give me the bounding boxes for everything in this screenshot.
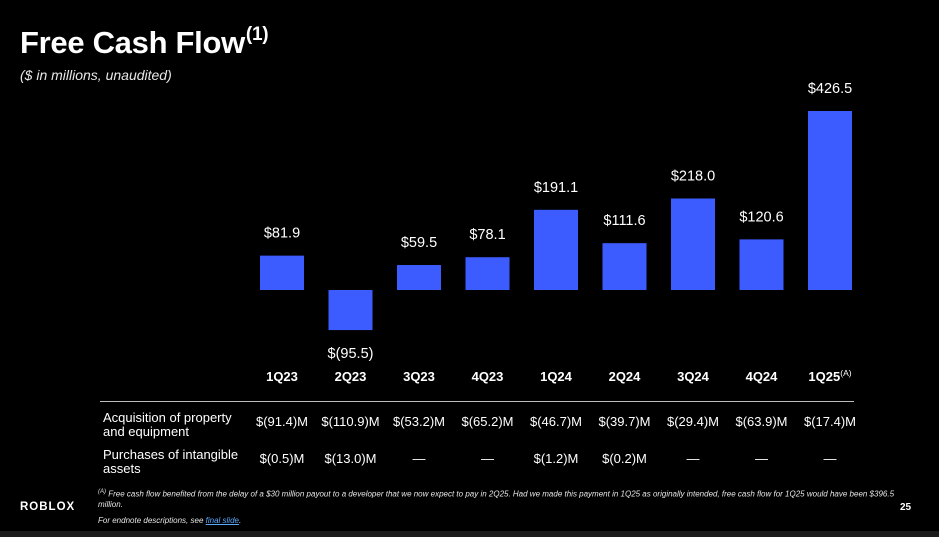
- footnote-text: Free cash flow benefited from the delay …: [98, 489, 895, 509]
- category-text: 2Q24: [609, 369, 642, 384]
- data-label-2Q23: $(95.5): [328, 346, 374, 362]
- bar-1Q25: [808, 111, 852, 290]
- bar-4Q24: [739, 239, 784, 290]
- category-label-1Q25: 1Q25(A): [808, 368, 851, 384]
- bar-2Q23: [328, 290, 373, 331]
- table-cell: $(17.4)M: [803, 414, 857, 429]
- category-text: 1Q24: [540, 369, 573, 384]
- category-text: 4Q24: [746, 369, 779, 384]
- table-row-label: Purchases of intangible assets: [103, 447, 239, 476]
- table-divider: [100, 401, 854, 402]
- data-label-3Q23: $59.5: [401, 235, 437, 251]
- table-cell: $(91.4)M: [255, 414, 309, 429]
- endnote-prefix: For endnote descriptions, see: [98, 516, 206, 525]
- table-cell: $(0.5)M: [259, 451, 305, 466]
- category-text: 1Q23: [266, 369, 298, 384]
- table-cell: $(65.2)M: [461, 414, 514, 429]
- category-label-3Q23: 3Q23: [403, 369, 435, 384]
- category-label-2Q24: 2Q24: [609, 369, 642, 384]
- category-text: 4Q23: [472, 369, 504, 384]
- endnote-suffix: .: [238, 516, 242, 525]
- bar-2Q24: [602, 243, 647, 290]
- title-text: Free Cash Flow: [20, 25, 245, 60]
- bar-4Q23: [465, 257, 510, 290]
- category-label-1Q24: 1Q24: [540, 369, 573, 384]
- category-text: 1Q25: [808, 369, 840, 384]
- category-text: 3Q24: [677, 369, 710, 384]
- data-label-1Q23: $81.9: [264, 226, 300, 242]
- data-label-1Q25: $426.5: [808, 81, 852, 97]
- free-cash-flow-chart: $81.9 1Q23 $(95.5) 2Q23 $59.5 3Q23 $78.1 4Q23 $1…: [260, 81, 852, 384]
- table-cell: —: [823, 451, 837, 466]
- bottom-bar: [0, 531, 939, 537]
- page-subtitle: ($ in millions, unaudited): [20, 67, 172, 83]
- bar-3Q23: [397, 265, 441, 290]
- bar-1Q24: [534, 209, 578, 290]
- final-slide-link[interactable]: final slide: [205, 516, 239, 525]
- table-cell: —: [755, 451, 768, 466]
- table-cell: $(39.7)M: [598, 414, 651, 429]
- roblox-logo: ROBLOX: [20, 501, 76, 513]
- bar-3Q24: [671, 198, 715, 290]
- data-label-4Q23: $78.1: [469, 227, 505, 243]
- data-label-4Q24: $120.6: [739, 209, 783, 225]
- category-label-4Q24: 4Q24: [746, 369, 779, 384]
- table-cell: $(0.2)M: [602, 451, 647, 466]
- category-label-2Q23: 2Q23: [335, 369, 367, 384]
- table-cell: $(110.9)M: [321, 414, 380, 429]
- data-label-2Q24: $111.6: [603, 213, 645, 229]
- table-cell: $(53.2)M: [392, 414, 446, 429]
- table-cell: —: [412, 451, 426, 466]
- table-cell: $(46.7)M: [529, 414, 583, 429]
- footnote-marker: (A): [98, 489, 106, 495]
- category-label-4Q23: 4Q23: [472, 369, 504, 384]
- table-cell: $(13.0)M: [324, 451, 377, 466]
- page-title: Free Cash Flow(1): [20, 24, 269, 61]
- data-label-1Q24: $191.1: [534, 180, 578, 196]
- page-number: 25: [900, 502, 912, 513]
- table-cell: $(1.2)M: [533, 451, 579, 466]
- table-row-label: Acquisition of property and equipment: [103, 410, 232, 439]
- footnote: (A) Free cash flow benefited from the de…: [98, 487, 908, 510]
- category-text: 3Q23: [403, 369, 435, 384]
- bar-1Q23: [260, 255, 304, 290]
- category-label-3Q24: 3Q24: [677, 369, 710, 384]
- category-superscript: (A): [840, 368, 852, 378]
- category-text: 2Q23: [335, 369, 367, 384]
- endnote: For endnote descriptions, see final slid…: [98, 516, 241, 525]
- title-superscript: (1): [245, 24, 269, 45]
- table-cell: —: [481, 451, 494, 466]
- category-label-1Q23: 1Q23: [266, 369, 298, 384]
- table-cell: —: [686, 451, 700, 466]
- table-cell: $(63.9)M: [735, 414, 788, 429]
- table-cell: $(29.4)M: [666, 414, 720, 429]
- data-label-3Q24: $218.0: [671, 169, 715, 185]
